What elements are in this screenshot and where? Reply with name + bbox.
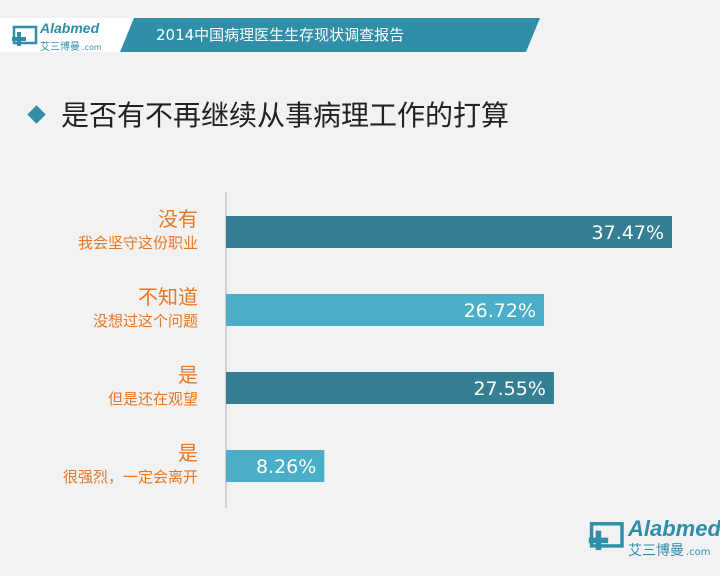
category-label-2: 是 <box>178 363 198 387</box>
header-logo-area <box>0 18 130 52</box>
report-title: 2014中国病理医生生存现状调查报告 <box>156 26 405 44</box>
cross-monitor-icon <box>12 25 38 46</box>
value-label-2: 27.55% <box>473 378 545 400</box>
category-sublabel-2: 但是还在观望 <box>108 390 198 408</box>
question-heading: 是否有不再继续从事病理工作的打算 <box>26 94 509 134</box>
value-label-0: 37.47% <box>592 222 664 244</box>
alabmed-logo-top: Alabmed 艾三博曼 .com <box>8 21 102 54</box>
bar-2 <box>226 372 554 404</box>
header-title-band <box>120 18 540 52</box>
category-sublabel-1: 没想过这个问题 <box>93 312 198 330</box>
category-label-3: 是 <box>178 441 198 465</box>
logo-brand-sub: 艾三博曼 <box>40 42 80 53</box>
logo-brand-text: Alabmed <box>628 516 720 541</box>
category-label-0: 没有 <box>158 207 198 231</box>
value-label-3: 8.26% <box>256 456 316 478</box>
bar-0 <box>226 216 672 248</box>
question-text: 是否有不再继续从事病理工作的打算 <box>61 99 510 132</box>
cross-monitor-icon <box>588 521 624 550</box>
bar-1 <box>226 294 545 326</box>
logo-dotcom: .com <box>82 43 102 52</box>
category-label-1: 不知道 <box>138 285 198 309</box>
category-sublabel-0: 我会坚守这份职业 <box>78 234 198 252</box>
logo-brand-text: Alabmed <box>40 20 100 36</box>
logo-brand-sub: 艾三博曼 <box>628 543 684 559</box>
header-bar: 2014中国病理医生生存现状调查报告 <box>0 18 720 52</box>
category-sublabel-3: 很强烈，一定会离开 <box>63 468 198 486</box>
value-label-1: 26.72% <box>464 300 536 322</box>
logo-dotcom: .com <box>686 547 711 558</box>
bar-3 <box>226 450 325 482</box>
alabmed-logo-bottom: Alabmed 艾三博曼 .com <box>582 518 720 559</box>
